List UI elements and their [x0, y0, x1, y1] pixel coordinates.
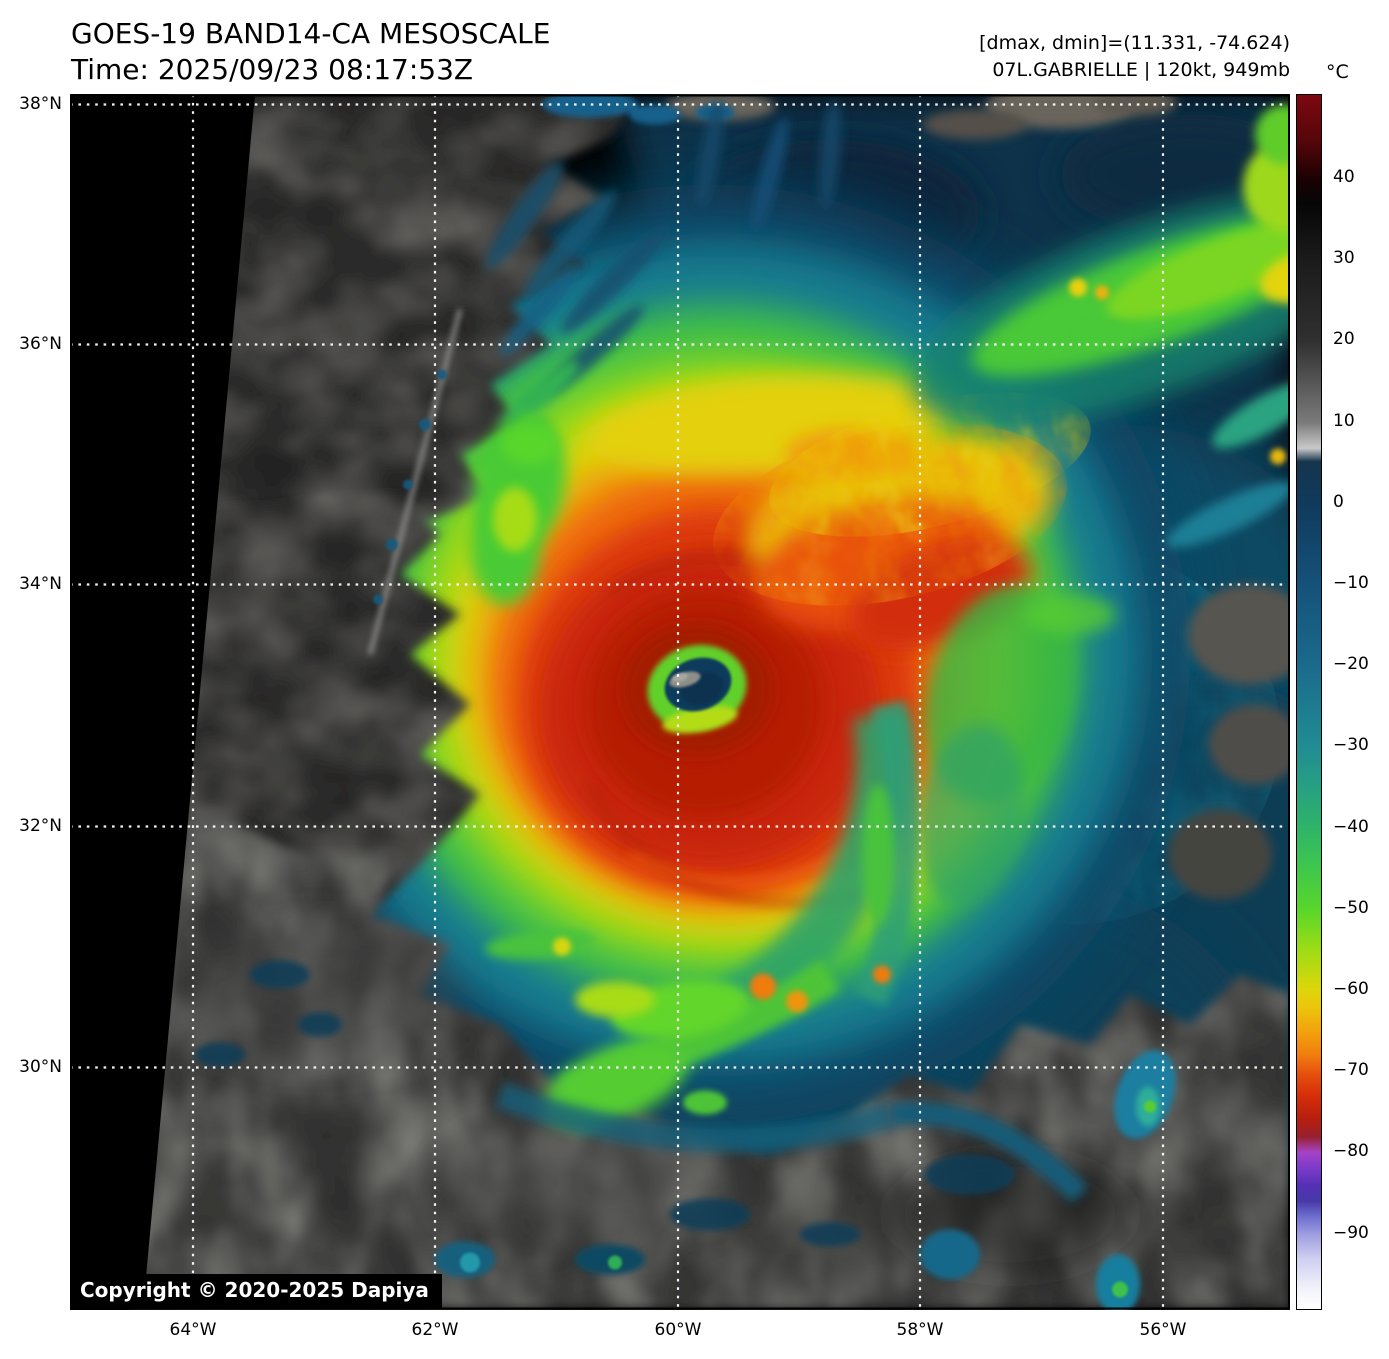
lat-tick-36n: 36°N — [19, 334, 62, 354]
cb-tick: −40 — [1333, 817, 1369, 837]
map-panel: Copyright © 2020-2025 Dapiya — [70, 94, 1290, 1310]
cb-tick: −60 — [1333, 979, 1369, 999]
cb-tick: −70 — [1333, 1060, 1369, 1080]
graticule-gridlines — [70, 94, 1290, 1310]
lat-tick-32n: 32°N — [19, 816, 62, 836]
scan-edge-mask — [70, 94, 255, 1310]
annotation-block: [dmax, dmin]=(11.331, -74.624) 07L.GABRI… — [979, 30, 1290, 84]
cb-tick: −90 — [1333, 1223, 1369, 1243]
cb-tick: 40 — [1333, 167, 1355, 187]
storm-readout: 07L.GABRIELLE | 120kt, 949mb — [992, 59, 1290, 81]
south-rainband-layer — [435, 700, 1176, 1310]
cb-tick: −30 — [1333, 735, 1369, 755]
cb-tick: 30 — [1333, 248, 1355, 268]
lat-tick-30n: 30°N — [19, 1057, 62, 1077]
cb-tick: 20 — [1333, 329, 1355, 349]
colorbar-unit-label: °C — [1326, 61, 1349, 83]
low-cloud-layer — [130, 94, 1290, 1310]
dmax-dmin-readout: [dmax, dmin]=(11.331, -74.624) — [979, 32, 1290, 54]
cb-tick: 10 — [1333, 411, 1355, 431]
page-title: GOES-19 BAND14-CA MESOSCALE — [71, 17, 551, 50]
cb-tick: −10 — [1333, 573, 1369, 593]
lon-tick-56w: 56°W — [1139, 1320, 1187, 1340]
timestamp: Time: 2025/09/23 08:17:53Z — [71, 53, 474, 86]
lon-tick-60w: 60°W — [654, 1320, 702, 1340]
lon-tick-62w: 62°W — [411, 1320, 459, 1340]
lon-tick-64w: 64°W — [169, 1320, 217, 1340]
cb-tick: −80 — [1333, 1141, 1369, 1161]
cb-tick: −20 — [1333, 654, 1369, 674]
satellite-image — [70, 94, 1290, 1310]
colorbar — [1296, 94, 1322, 1310]
lon-tick-58w: 58°W — [896, 1320, 944, 1340]
lat-tick-38n: 38°N — [19, 94, 62, 114]
west-green-hook — [470, 415, 566, 605]
northeast-band-layer — [913, 104, 1290, 548]
cb-tick: −50 — [1333, 898, 1369, 918]
map-border — [70, 94, 1290, 1310]
copyright-badge: Copyright © 2020-2025 Dapiya — [70, 1274, 442, 1308]
cb-tick: 0 — [1333, 492, 1344, 512]
title-block: GOES-19 BAND14-CA MESOSCALE Time: 2025/0… — [71, 16, 550, 88]
lat-tick-34n: 34°N — [19, 574, 62, 594]
